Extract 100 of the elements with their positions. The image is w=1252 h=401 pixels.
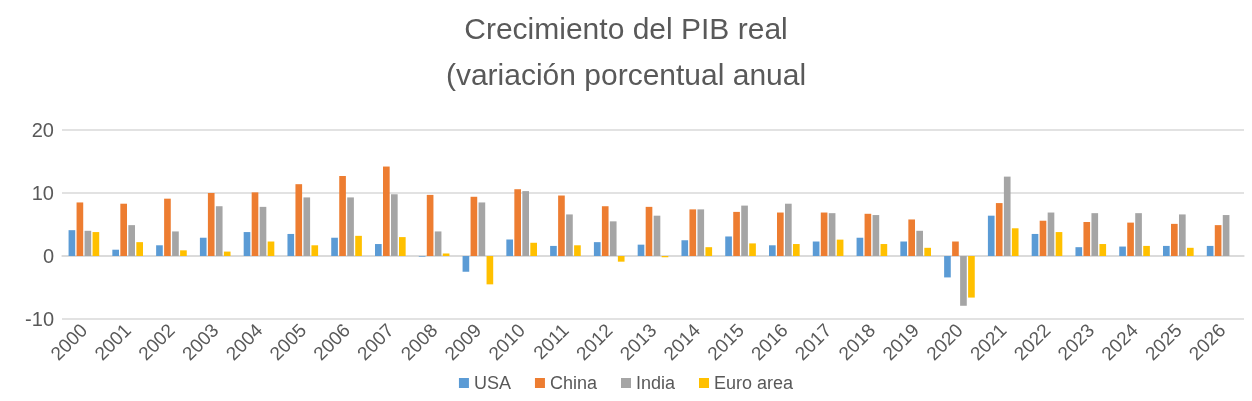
bar (470, 196, 478, 256)
bar (398, 237, 406, 256)
bar (944, 256, 951, 278)
bar (1214, 225, 1222, 256)
bar (92, 232, 100, 256)
bar (749, 243, 756, 256)
bar (506, 239, 514, 256)
bar (136, 242, 143, 256)
bar (916, 230, 923, 256)
bar (1143, 245, 1150, 256)
bar (112, 249, 120, 256)
bar (347, 197, 354, 256)
bar (550, 245, 557, 256)
bar (987, 215, 995, 256)
bar (199, 237, 207, 256)
bar (952, 241, 959, 256)
legend-label: India (635, 373, 676, 393)
chart-title: Crecimiento del PIB real (464, 11, 788, 45)
bar (180, 250, 187, 256)
bar (609, 221, 617, 256)
bar (1091, 213, 1099, 256)
bar (1055, 232, 1063, 256)
bar (434, 231, 442, 256)
bar (1135, 213, 1142, 256)
bar (968, 256, 975, 298)
bar (1206, 245, 1214, 256)
bar (76, 202, 84, 256)
bar (872, 215, 880, 256)
bar (1011, 228, 1019, 256)
bar (375, 244, 382, 256)
legend-label: China (549, 373, 598, 393)
bar (681, 240, 689, 256)
bar (769, 245, 776, 256)
bar (215, 206, 223, 256)
bar (828, 213, 836, 256)
bar (1031, 233, 1039, 256)
bar (207, 193, 215, 256)
bar (243, 232, 251, 256)
bar (645, 206, 653, 256)
bar (689, 209, 697, 256)
bar (295, 184, 303, 256)
bar (593, 242, 601, 256)
bar (880, 244, 888, 256)
bar (995, 203, 1003, 256)
bar (120, 203, 127, 256)
bar (1099, 244, 1107, 256)
bar (223, 251, 231, 256)
bar (1171, 223, 1178, 256)
bar (251, 192, 259, 256)
bar (128, 225, 135, 256)
bar (478, 202, 486, 256)
bar (156, 245, 163, 256)
bar (1119, 246, 1126, 256)
bar (259, 206, 267, 256)
y-tick-label: 20 (31, 119, 54, 141)
bar (442, 253, 450, 256)
bar (1127, 222, 1134, 256)
bar (522, 191, 529, 256)
y-tick-label: 0 (42, 245, 54, 267)
bar (287, 233, 295, 256)
bar (1186, 247, 1194, 256)
bar (303, 197, 311, 256)
bar (1179, 214, 1186, 256)
legend-label: Euro area (714, 373, 795, 393)
bar (558, 195, 565, 256)
bar (391, 194, 398, 256)
bar (900, 241, 908, 256)
bar (697, 209, 705, 256)
y-tick-label: -10 (25, 308, 54, 330)
bar (68, 230, 76, 256)
bar (426, 194, 434, 256)
bar (574, 245, 581, 256)
bar (960, 256, 967, 306)
bar (566, 214, 573, 256)
bar (777, 212, 784, 256)
bar (1222, 215, 1230, 256)
bar (864, 213, 872, 256)
chart-subtitle: (variación porcentual anual (445, 57, 807, 91)
bar (792, 244, 800, 256)
bar (339, 175, 346, 256)
bar (785, 203, 792, 256)
bar (462, 256, 470, 272)
bar (705, 247, 713, 256)
bar (1003, 176, 1011, 256)
bar (1083, 221, 1091, 256)
bar (331, 237, 338, 256)
bar (908, 219, 915, 256)
bar (383, 166, 390, 256)
bar (172, 231, 179, 256)
bar (601, 206, 609, 256)
bar (1075, 247, 1083, 256)
bar (1163, 245, 1170, 256)
y-tick-label: 10 (31, 182, 54, 204)
bar (741, 205, 748, 256)
bar (355, 235, 362, 256)
bar (725, 236, 732, 256)
bar (733, 211, 740, 256)
bar (311, 245, 319, 256)
bar (164, 198, 171, 256)
bar (530, 242, 537, 256)
